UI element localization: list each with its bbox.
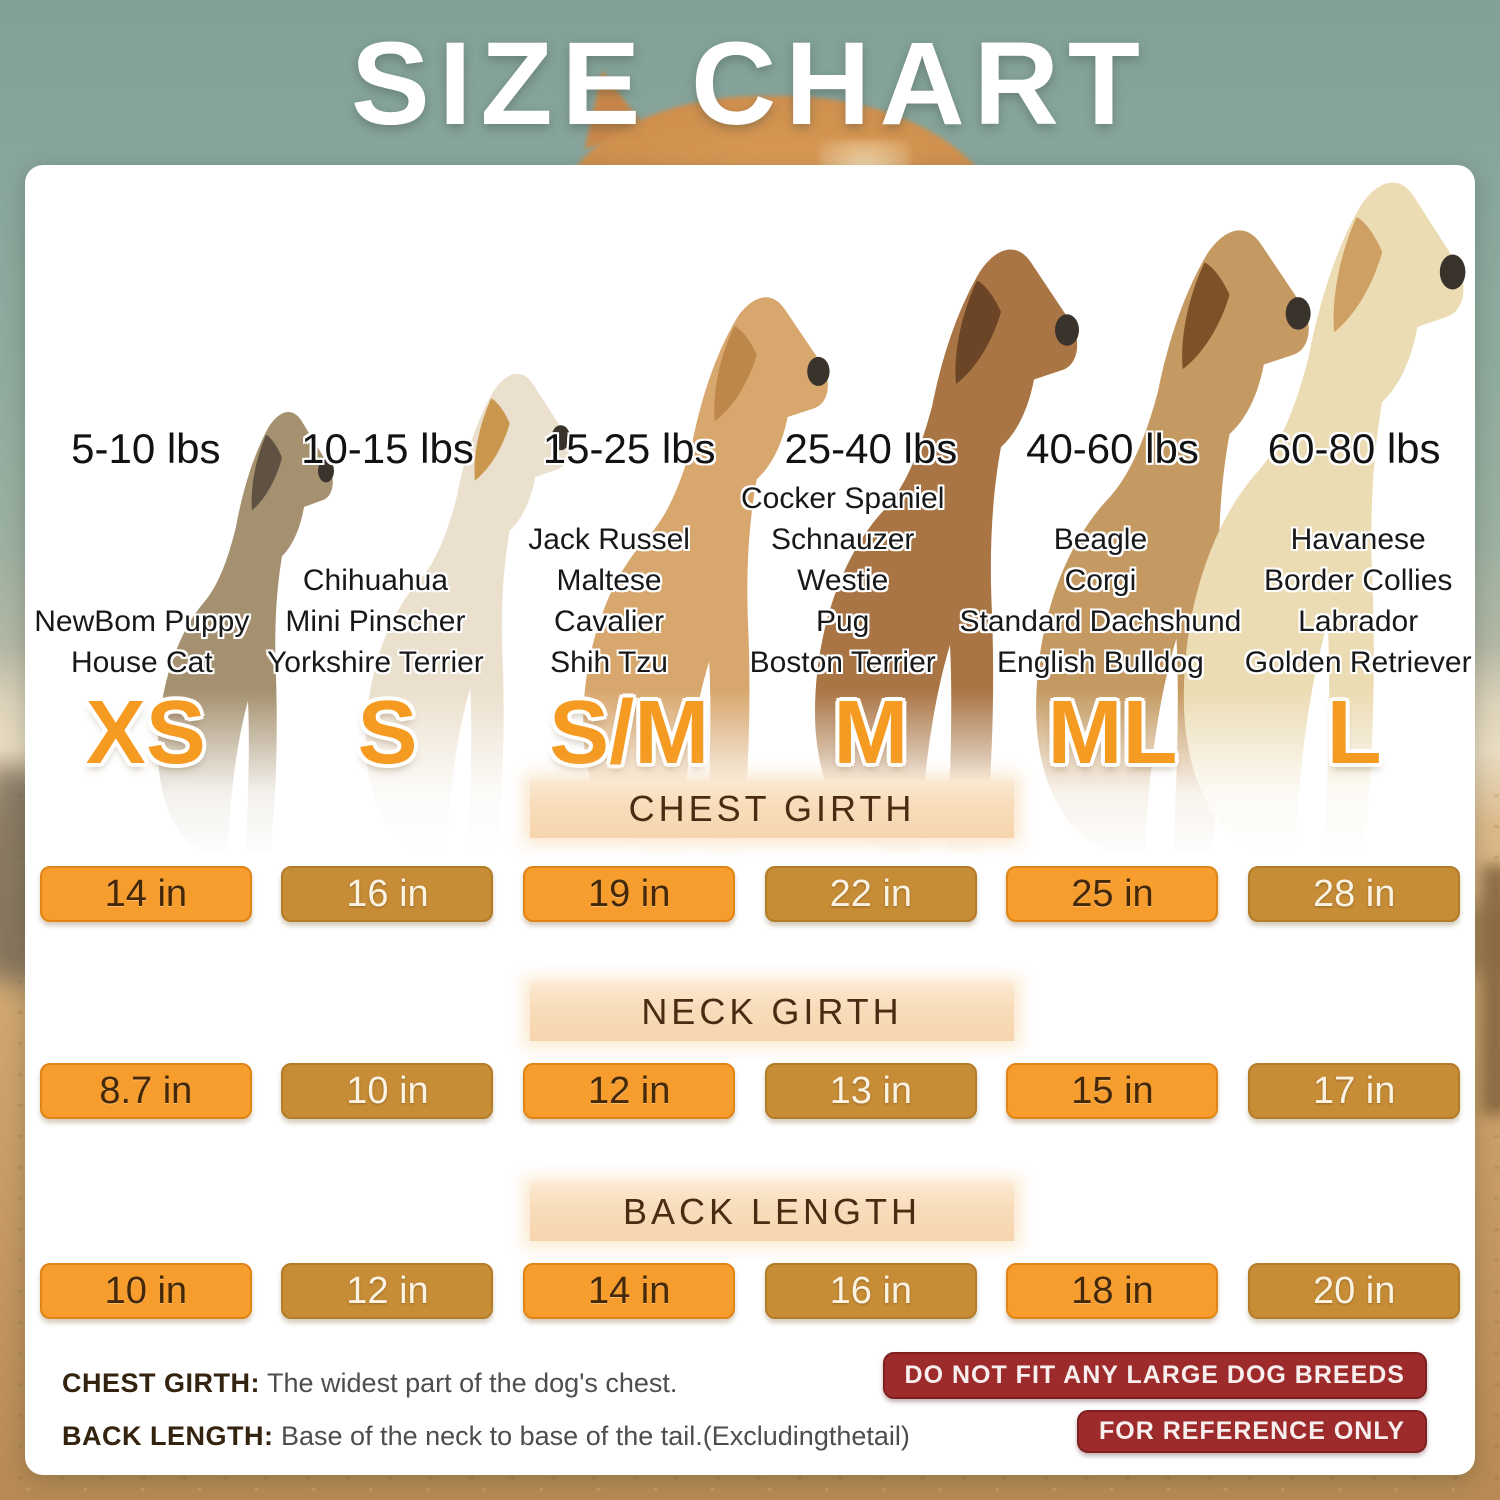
weight-label: 60-80 lbs	[1267, 425, 1441, 472]
breed-list-m: Cocker Spaniel Schnauzer Westie Pug Bost…	[726, 478, 960, 683]
breed-name: Yorkshire Terrier	[267, 646, 484, 679]
breed-name: Schnauzer	[770, 523, 915, 556]
breeds-row: NewBom Puppy House Cat Chihuahua Mini Pi…	[25, 478, 1475, 679]
breed-name: Corgi	[1064, 564, 1137, 597]
breed-name: House Cat	[70, 646, 213, 679]
breed-name: Standard Dachshund	[959, 605, 1242, 638]
note-text: The widest part of the dog's chest.	[267, 1368, 678, 1398]
breed-name: Border Collies	[1263, 564, 1453, 597]
size-letter-m: M	[833, 682, 909, 783]
back-length-note: BACK LENGTH: Base of the neck to base of…	[62, 1421, 910, 1452]
breed-list-ml: Beagle Corgi Standard Dachshund English …	[960, 519, 1242, 683]
breed-list-sm: Jack Russel Maltese Cavalier Shih Tzu	[492, 519, 726, 683]
breed-name: Havanese	[1290, 523, 1426, 556]
page-title: SIZE CHART	[351, 18, 1149, 150]
breed-name: Pug	[815, 605, 870, 638]
section-header-label: BACK LENGTH	[622, 1191, 922, 1232]
neck-girth-pill: 12 in	[523, 1063, 736, 1119]
weight-label: 40-60 lbs	[1026, 425, 1199, 472]
weight-row: 5-10 lbs 10-15 lbs 15-25 lbs 25-40 lbs 4…	[25, 425, 1475, 473]
size-letter-row: XS S S/M M ML L	[25, 678, 1475, 788]
warning-badge-large-breeds: DO NOT FIT ANY LARGE DOG BREEDS	[882, 1352, 1427, 1399]
chest-girth-note: CHEST GIRTH: The widest part of the dog'…	[62, 1368, 910, 1399]
back-length-pill: 10 in	[39, 1263, 252, 1319]
size-letter-sm: S/M	[549, 682, 710, 783]
neck-girth-values-row: 8.7 in 10 in 12 in 13 in 15 in 17 in	[25, 1063, 1475, 1119]
note-label: BACK LENGTH:	[62, 1421, 274, 1451]
chest-girth-pill: 16 in	[281, 866, 494, 922]
back-length-values-row: 10 in 12 in 14 in 16 in 18 in 20 in	[25, 1263, 1475, 1319]
breed-name: Maltese	[556, 564, 662, 597]
breed-name: Westie	[797, 564, 889, 597]
section-header-label: CHEST GIRTH	[628, 788, 916, 829]
breed-name: Jack Russel	[528, 523, 690, 556]
note-text: Base of the neck to base of the tail.(Ex…	[281, 1421, 910, 1451]
size-letter-s: S	[357, 682, 418, 783]
chest-girth-pill: 19 in	[523, 866, 736, 922]
weight-label: 10-15 lbs	[301, 425, 474, 472]
size-letter-ml: ML	[1047, 682, 1178, 783]
breed-name: Golden Retriever	[1244, 646, 1472, 679]
neck-girth-pill: 17 in	[1248, 1063, 1461, 1119]
breed-name: Cocker Spaniel	[740, 482, 945, 515]
back-length-pill: 20 in	[1248, 1263, 1461, 1319]
size-letter-xs: XS	[85, 682, 206, 783]
breed-name: Chihuahua	[302, 564, 448, 597]
chest-girth-values-row: 14 in 16 in 19 in 22 in 25 in 28 in	[25, 866, 1475, 922]
breed-list-s: Chihuahua Mini Pinscher Yorkshire Terrie…	[259, 560, 493, 683]
back-length-pill: 16 in	[764, 1263, 977, 1319]
breed-name: Shih Tzu	[550, 646, 668, 679]
measurement-notes: CHEST GIRTH: The widest part of the dog'…	[62, 1368, 910, 1474]
neck-girth-pill: 13 in	[764, 1063, 977, 1119]
back-length-pill: 18 in	[1006, 1263, 1219, 1319]
chest-girth-pill: 25 in	[1006, 866, 1219, 922]
breed-name: Cavalier	[554, 605, 665, 638]
reference-only-badge: FOR REFERENCE ONLY	[1076, 1410, 1427, 1453]
weight-label: 5-10 lbs	[71, 425, 221, 472]
breed-name: Beagle	[1053, 523, 1148, 556]
weight-label: 25-40 lbs	[784, 425, 958, 472]
weight-label: 15-25 lbs	[542, 425, 716, 472]
neck-girth-pill: 15 in	[1006, 1063, 1219, 1119]
neck-girth-pill: 10 in	[281, 1063, 494, 1119]
breed-list-l: Havanese Border Collies Labrador Golden …	[1241, 519, 1475, 683]
section-header-back-length: BACK LENGTH	[530, 1183, 1014, 1241]
breed-name: NewBom Puppy	[34, 605, 250, 638]
note-label: CHEST GIRTH:	[62, 1368, 260, 1398]
chest-girth-pill: 14 in	[39, 866, 252, 922]
back-length-pill: 12 in	[281, 1263, 494, 1319]
breed-name: Mini Pinscher	[285, 605, 466, 638]
breed-name: Boston Terrier	[749, 646, 936, 679]
back-length-pill: 14 in	[523, 1263, 736, 1319]
size-letter-l: L	[1326, 682, 1382, 783]
chest-girth-pill: 28 in	[1248, 866, 1461, 922]
chest-girth-pill: 22 in	[764, 866, 977, 922]
breed-name: Labrador	[1298, 605, 1419, 638]
section-header-neck-girth: NECK GIRTH	[530, 983, 1014, 1041]
section-header-chest-girth: CHEST GIRTH	[530, 780, 1014, 838]
breed-name: English Bulldog	[997, 646, 1204, 679]
breed-list-xs: NewBom Puppy House Cat	[25, 601, 259, 683]
neck-girth-pill: 8.7 in	[39, 1063, 252, 1119]
section-header-label: NECK GIRTH	[641, 991, 903, 1032]
